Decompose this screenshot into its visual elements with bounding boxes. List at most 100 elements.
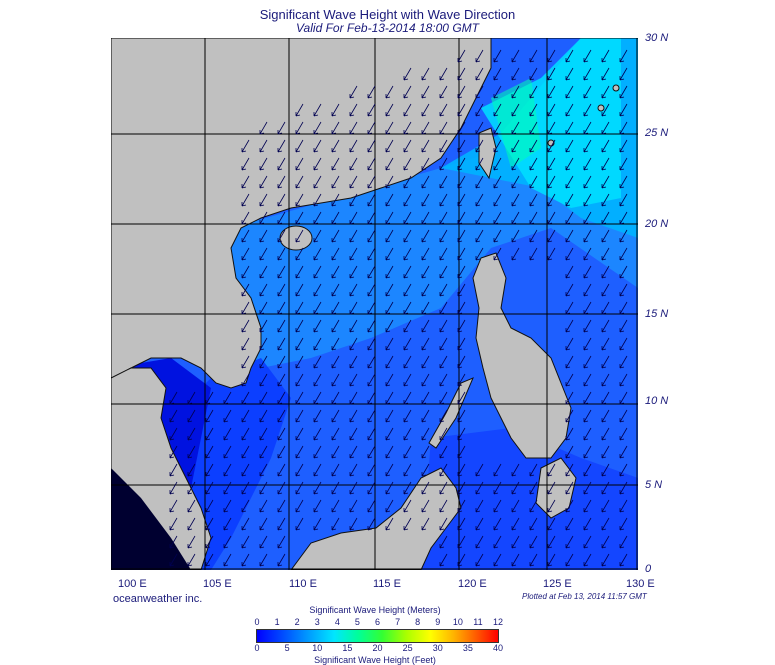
wave-arrow	[547, 553, 556, 567]
wave-arrow	[205, 553, 214, 567]
wave-arrow	[529, 193, 538, 207]
wave-arrow	[241, 139, 250, 153]
wave-arrow	[349, 121, 358, 135]
wave-arrow	[493, 553, 502, 567]
lon-label: 105 E	[203, 578, 232, 590]
wave-arrow	[529, 121, 538, 135]
wave-arrow	[601, 247, 610, 261]
wave-arrow	[439, 463, 448, 477]
wave-arrow	[313, 481, 322, 495]
wave-arrow	[331, 103, 340, 117]
wave-arrow	[241, 355, 250, 369]
legend-meters-tick: 10	[452, 617, 463, 627]
wave-arrow	[241, 265, 250, 279]
wave-arrow	[367, 229, 376, 243]
wave-arrow	[259, 319, 268, 333]
wave-arrow	[583, 481, 592, 495]
wave-arrow	[547, 481, 556, 495]
wave-arrow	[259, 139, 268, 153]
wave-arrow	[547, 535, 556, 549]
wave-arrow	[277, 139, 286, 153]
legend-feet-tick: 15	[342, 643, 353, 653]
wave-arrow	[187, 481, 196, 495]
wave-arrow	[187, 445, 196, 459]
wave-arrow	[385, 175, 394, 189]
lat-label: 30 N	[645, 32, 669, 44]
wave-arrow	[421, 247, 430, 261]
wave-arrow	[565, 211, 574, 225]
wave-arrow	[565, 445, 574, 459]
wave-arrow	[457, 499, 466, 513]
wave-arrow	[169, 427, 178, 441]
wave-arrow	[421, 103, 430, 117]
wave-arrow	[529, 247, 538, 261]
wave-arrow	[277, 247, 286, 261]
wave-arrow	[493, 535, 502, 549]
wave-arrow	[349, 517, 358, 531]
wave-arrow	[385, 139, 394, 153]
wave-arrow	[349, 427, 358, 441]
wave-arrow	[313, 427, 322, 441]
wave-arrow	[349, 373, 358, 387]
wave-arrow	[259, 337, 268, 351]
wave-arrow	[223, 445, 232, 459]
wave-arrow	[241, 517, 250, 531]
wave-arrow	[349, 157, 358, 171]
wave-arrow	[385, 193, 394, 207]
wave-arrow	[583, 229, 592, 243]
wave-arrow	[223, 427, 232, 441]
wave-arrow	[223, 499, 232, 513]
wave-arrow	[277, 553, 286, 567]
wave-arrow	[565, 301, 574, 315]
wave-arrow	[583, 301, 592, 315]
wave-arrow	[601, 193, 610, 207]
wave-arrow	[439, 265, 448, 279]
wave-arrow	[295, 373, 304, 387]
wave-arrow	[421, 427, 430, 441]
wave-arrow	[439, 121, 448, 135]
wave-arrow	[205, 517, 214, 531]
wave-arrow	[313, 121, 322, 135]
credit-text: oceanweather inc.	[113, 593, 203, 605]
wave-arrow	[583, 517, 592, 531]
wave-arrow	[529, 481, 538, 495]
wave-arrow	[313, 409, 322, 423]
wave-arrow	[277, 175, 286, 189]
wave-arrow	[601, 337, 610, 351]
wave-arrow	[205, 535, 214, 549]
wave-arrow	[313, 283, 322, 297]
wave-arrow	[295, 355, 304, 369]
wave-arrow	[295, 211, 304, 225]
wave-arrow	[619, 373, 628, 387]
wave-arrow	[619, 481, 628, 495]
wave-arrow	[367, 85, 376, 99]
wave-arrow	[259, 193, 268, 207]
wave-arrow	[403, 103, 412, 117]
wave-arrow	[493, 157, 502, 171]
wave-arrow	[367, 193, 376, 207]
wave-arrow	[511, 499, 520, 513]
legend-title-feet: Significant Wave Height (Feet)	[314, 655, 436, 665]
wave-arrow	[601, 409, 610, 423]
wave-arrow	[493, 499, 502, 513]
wave-arrow	[439, 103, 448, 117]
wave-arrow	[169, 391, 178, 405]
wave-arrow	[259, 427, 268, 441]
wave-arrow	[421, 175, 430, 189]
wave-arrow	[223, 463, 232, 477]
wave-arrow	[493, 175, 502, 189]
wave-arrow	[403, 67, 412, 81]
wave-arrow	[457, 409, 466, 423]
wave-arrow	[439, 373, 448, 387]
wave-arrow	[565, 481, 574, 495]
wave-arrow	[349, 247, 358, 261]
wave-arrow	[475, 121, 484, 135]
wave-arrow	[511, 193, 520, 207]
wave-arrow	[619, 301, 628, 315]
wave-arrow	[385, 337, 394, 351]
wave-arrow	[583, 139, 592, 153]
wave-arrow	[421, 391, 430, 405]
wave-arrow	[421, 301, 430, 315]
wave-arrow	[241, 229, 250, 243]
wave-arrow	[331, 229, 340, 243]
